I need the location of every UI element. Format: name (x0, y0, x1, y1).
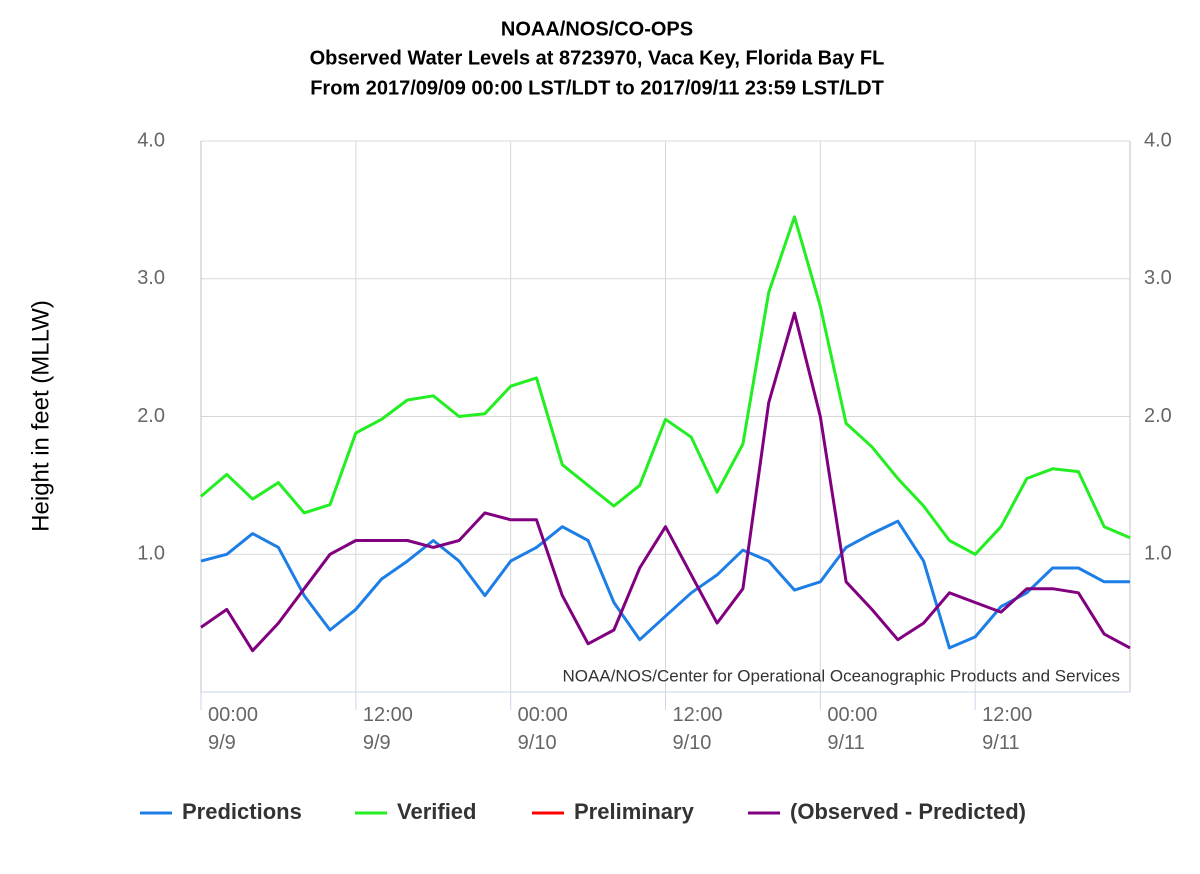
x-tick-label: 00:00 9/10 (518, 704, 568, 754)
x-tick-label: 00:00 9/11 (827, 704, 877, 754)
x-tick-label: 00:00 9/9 (208, 704, 258, 754)
y-tick-label: 4.0 (137, 129, 165, 151)
legend-label: Preliminary (574, 799, 695, 824)
chart-subtitle: Observed Water Levels at 8723970, Vaca K… (310, 47, 885, 69)
chart-title: NOAA/NOS/CO-OPS (501, 18, 693, 40)
y-tick-label: 3.0 (137, 267, 165, 289)
y-tick-label: 2.0 (137, 405, 165, 427)
x-tick-label: 12:00 9/10 (673, 704, 723, 754)
series-line (200, 215, 1131, 556)
credit: NOAA/NOS/Center for Operational Oceanogr… (563, 666, 1121, 685)
legend-label: Verified (397, 799, 476, 824)
legend-label: (Observed - Predicted) (790, 799, 1026, 824)
y2-tick-label: 1.0 (1144, 543, 1172, 565)
x-tick-label: 12:00 9/9 (363, 704, 413, 754)
y2-tick-label: 2.0 (1144, 405, 1172, 427)
series-line (200, 519, 1130, 650)
y2-tick-label: 4.0 (1144, 129, 1172, 151)
chart-subtitle: From 2017/09/09 00:00 LST/LDT to 2017/09… (310, 77, 884, 99)
series-line (200, 311, 1131, 653)
y2-tick-label: 3.0 (1144, 267, 1172, 289)
x-tick-label: 12:00 9/11 (982, 704, 1032, 754)
y-axis-label: Height in feet (MLLW) (27, 300, 54, 532)
y-tick-label: 1.0 (137, 543, 165, 565)
legend-label: Predictions (182, 799, 302, 824)
